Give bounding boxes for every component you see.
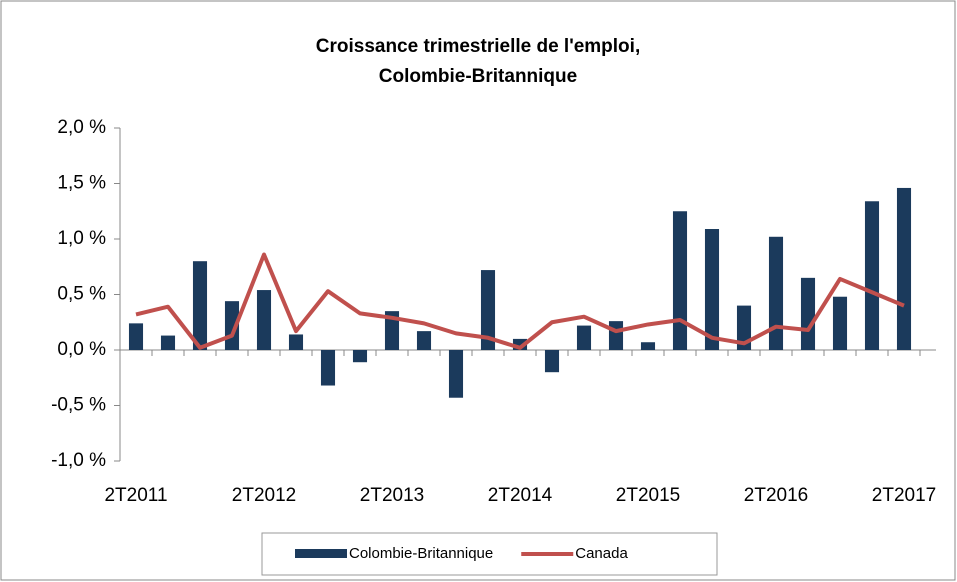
bar — [512, 338, 528, 350]
bar — [384, 311, 400, 350]
x-tick-label: 2T2013 — [360, 485, 424, 506]
bar — [768, 236, 784, 350]
y-tick-label: -0,5 % — [51, 395, 106, 416]
x-tick-label: 2T2011 — [104, 485, 167, 506]
bar — [608, 321, 624, 350]
bar — [128, 323, 144, 350]
legend-label: Colombie-Britannique — [349, 545, 493, 562]
bar — [192, 261, 208, 350]
bar — [256, 290, 272, 350]
bar — [352, 350, 368, 363]
bar — [480, 270, 496, 350]
bar — [320, 350, 336, 386]
x-tick-label: 2T2017 — [872, 485, 936, 506]
bar — [640, 342, 656, 350]
line — [135, 252, 905, 350]
chart-title: Colombie-Britannique — [379, 66, 577, 87]
y-tick-label: 1,5 % — [57, 173, 106, 194]
y-tick-label: -1,0 % — [51, 450, 106, 471]
x-tick-label: 2T2015 — [616, 485, 680, 506]
bar — [160, 335, 176, 350]
bar — [800, 277, 816, 350]
bar — [576, 325, 592, 350]
x-tick-label: 2T2014 — [488, 485, 553, 506]
bar — [416, 331, 432, 350]
bar — [832, 296, 848, 350]
x-tick-label: 2T2012 — [232, 485, 296, 506]
bar — [288, 334, 304, 350]
y-tick-label: 1,0 % — [57, 228, 106, 249]
y-tick-label: 0,5 % — [57, 284, 106, 305]
y-tick-label: 0,0 % — [57, 339, 106, 360]
bar — [736, 305, 752, 350]
bar — [544, 350, 560, 373]
y-tick-label: 2,0 % — [57, 117, 106, 138]
x-tick-label: 2T2016 — [744, 485, 808, 506]
bar — [896, 187, 912, 350]
legend-label: Canada — [575, 545, 628, 562]
bar — [864, 201, 880, 350]
bar — [704, 229, 720, 350]
legend-swatch — [295, 549, 347, 558]
bar — [448, 350, 464, 398]
chart-title: Croissance trimestrielle de l'emploi, — [316, 36, 640, 57]
bar — [672, 211, 688, 350]
